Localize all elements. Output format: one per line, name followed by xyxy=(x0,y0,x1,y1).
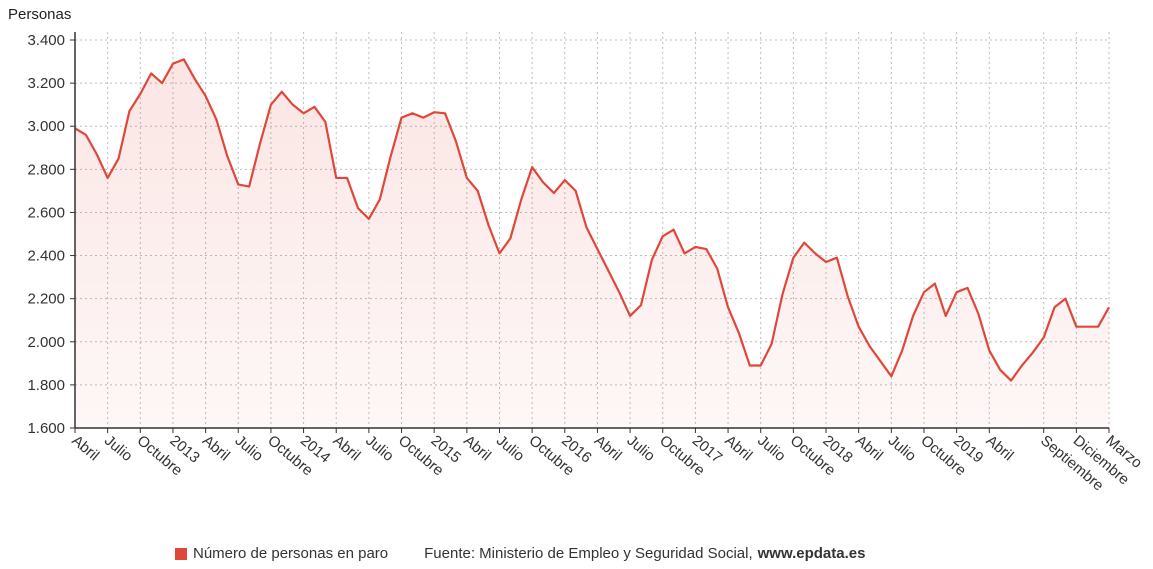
x-tick-label: Julio xyxy=(885,432,920,465)
series-area xyxy=(74,58,1110,429)
y-tick-label: 2.000 xyxy=(27,334,65,351)
line-area-chart: 1.600 1.800 2.000 2.200 2.400 2.600 2.800 3.000… xyxy=(27,32,1145,494)
x-tick-label: Abril xyxy=(591,432,625,464)
y-tick-label: 2.400 xyxy=(27,248,65,265)
x-tick-label: Abril xyxy=(983,432,1017,464)
x-tick-label: Julio xyxy=(624,432,659,465)
y-axis-title: Personas xyxy=(8,6,72,23)
x-tick-label: Julio xyxy=(362,432,397,465)
y-axis-ticks: 1.600 1.800 2.000 2.200 2.400 2.600 2.800 3.000… xyxy=(27,32,75,437)
legend-swatch-paro xyxy=(175,547,187,560)
chart-legend: Número de personas en paro Fuente: Minis… xyxy=(175,545,865,562)
x-axis-ticks: AbrilJulioOctubre2013AbrilJulioOctubre20… xyxy=(68,428,1145,494)
series-line-paro xyxy=(74,58,1110,382)
y-tick-label: 2.800 xyxy=(27,161,65,178)
y-tick-label: 1.800 xyxy=(27,377,65,394)
x-tick-label: Abril xyxy=(852,432,886,464)
x-tick-label: Abril xyxy=(199,432,233,464)
legend-label-paro: Número de personas en paro xyxy=(193,545,389,562)
x-tick-label: Julio xyxy=(232,432,267,465)
series-area-fill xyxy=(75,59,1109,429)
source-prefix: Fuente: Ministerio de Empleo y Seguridad… xyxy=(424,545,753,562)
x-tick-label: Julio xyxy=(754,432,789,465)
x-tick-label: Julio xyxy=(493,432,528,465)
x-tick-label: Abril xyxy=(721,432,755,464)
x-tick-label: Julio xyxy=(101,432,136,465)
axes xyxy=(74,32,1109,429)
y-tick-label: 3.000 xyxy=(27,118,65,135)
y-tick-label: 2.200 xyxy=(27,291,65,308)
y-tick-label: 3.200 xyxy=(27,75,65,92)
source-site: www.epdata.es xyxy=(757,545,866,562)
y-tick-label: 3.400 xyxy=(27,32,65,49)
y-tick-label: 2.600 xyxy=(27,204,65,221)
x-tick-label: Abril xyxy=(460,432,494,464)
y-tick-label: 1.600 xyxy=(27,420,65,437)
x-tick-label: Abril xyxy=(330,432,364,464)
x-tick-label: Abril xyxy=(68,432,102,464)
